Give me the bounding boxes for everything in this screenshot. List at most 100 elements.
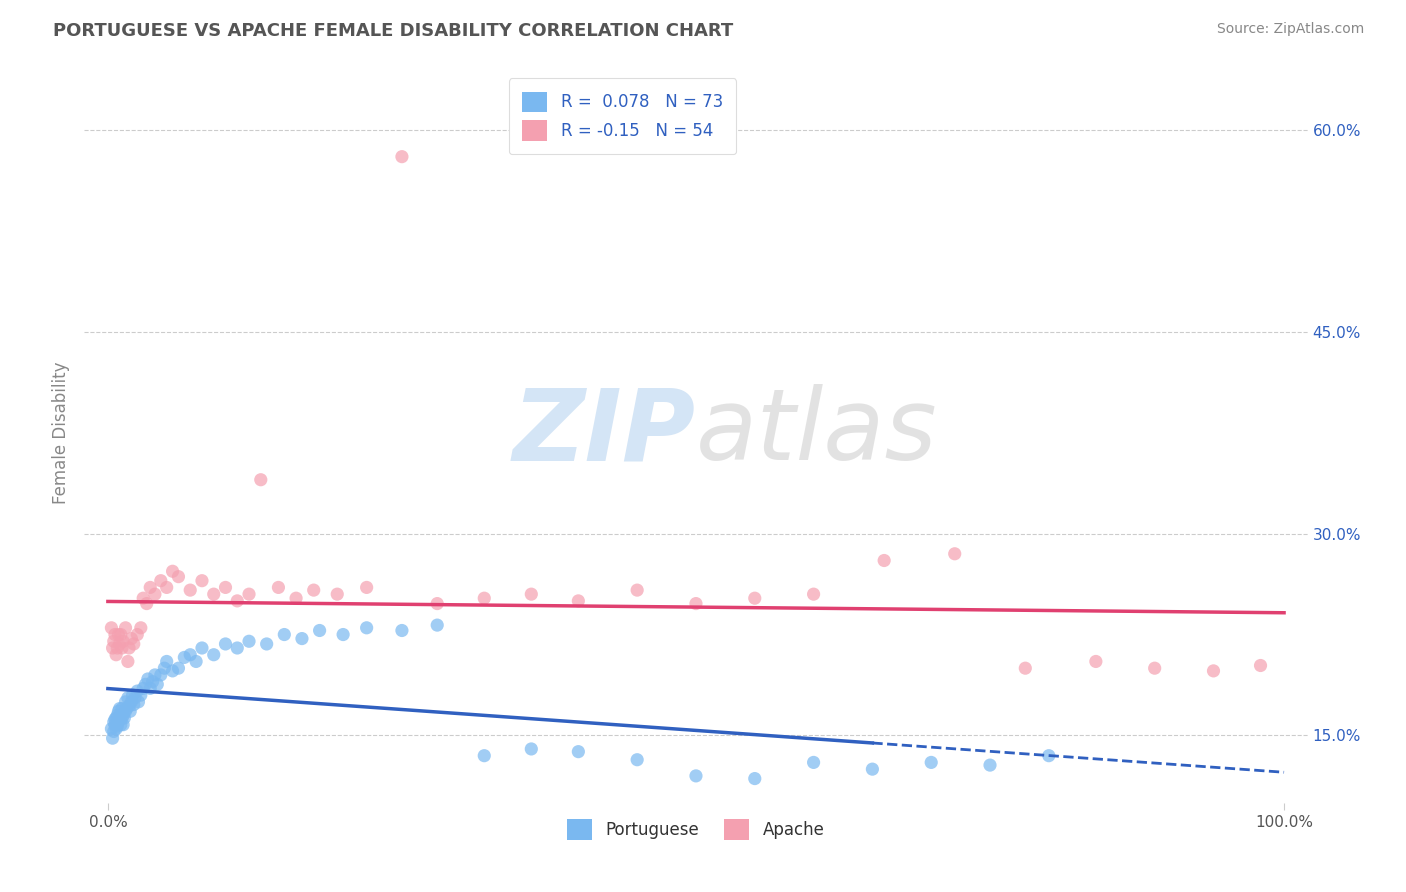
- Point: [202, 587, 225, 601]
- Point: [105, 711, 128, 725]
- Point: [226, 594, 249, 608]
- Point: [139, 581, 162, 595]
- Point: [110, 627, 132, 641]
- Point: [136, 672, 159, 686]
- Point: [120, 632, 142, 646]
- Point: [112, 717, 135, 731]
- Point: [472, 591, 495, 606]
- Point: [149, 668, 172, 682]
- Point: [111, 711, 134, 725]
- Point: [179, 648, 201, 662]
- Point: [426, 597, 449, 611]
- Point: [103, 714, 125, 729]
- Point: [356, 621, 378, 635]
- Point: [1038, 748, 1060, 763]
- Point: [127, 627, 149, 641]
- Point: [120, 704, 142, 718]
- Point: [943, 547, 966, 561]
- Point: [285, 591, 308, 606]
- Point: [238, 634, 260, 648]
- Point: [105, 640, 128, 655]
- Point: [112, 634, 135, 648]
- Point: [146, 677, 169, 691]
- Point: [101, 640, 124, 655]
- Point: [111, 640, 134, 655]
- Point: [1143, 661, 1166, 675]
- Point: [214, 637, 236, 651]
- Point: [104, 717, 127, 731]
- Point: [143, 587, 166, 601]
- Point: [1014, 661, 1036, 675]
- Point: [391, 150, 413, 164]
- Point: [426, 618, 449, 632]
- Point: [105, 719, 128, 733]
- Point: [127, 684, 149, 698]
- Point: [127, 695, 149, 709]
- Point: [107, 704, 129, 718]
- Point: [100, 621, 122, 635]
- Text: Source: ZipAtlas.com: Source: ZipAtlas.com: [1216, 22, 1364, 37]
- Point: [273, 627, 295, 641]
- Point: [291, 632, 314, 646]
- Point: [143, 668, 166, 682]
- Point: [114, 704, 136, 718]
- Text: ZIP: ZIP: [513, 384, 696, 481]
- Point: [149, 574, 172, 588]
- Point: [803, 587, 825, 601]
- Point: [184, 655, 207, 669]
- Point: [101, 731, 124, 746]
- Point: [108, 712, 131, 726]
- Point: [122, 698, 145, 712]
- Point: [356, 581, 378, 595]
- Point: [100, 722, 122, 736]
- Point: [191, 574, 214, 588]
- Point: [626, 753, 648, 767]
- Point: [332, 627, 354, 641]
- Point: [249, 473, 271, 487]
- Point: [108, 701, 131, 715]
- Point: [107, 714, 129, 729]
- Point: [142, 674, 165, 689]
- Point: [226, 640, 249, 655]
- Point: [135, 597, 157, 611]
- Text: PORTUGUESE VS APACHE FEMALE DISABILITY CORRELATION CHART: PORTUGUESE VS APACHE FEMALE DISABILITY C…: [53, 22, 734, 40]
- Point: [108, 637, 131, 651]
- Point: [112, 711, 135, 725]
- Point: [191, 640, 214, 655]
- Point: [120, 695, 142, 709]
- Point: [1250, 658, 1272, 673]
- Point: [105, 648, 128, 662]
- Point: [520, 742, 543, 756]
- Point: [979, 758, 1001, 772]
- Point: [256, 637, 278, 651]
- Point: [920, 756, 942, 770]
- Point: [744, 591, 766, 606]
- Point: [114, 621, 136, 635]
- Point: [685, 769, 707, 783]
- Point: [214, 581, 236, 595]
- Point: [202, 648, 225, 662]
- Y-axis label: Female Disability: Female Disability: [52, 361, 70, 504]
- Point: [391, 624, 413, 638]
- Point: [167, 661, 190, 675]
- Point: [1202, 664, 1225, 678]
- Point: [114, 695, 136, 709]
- Point: [744, 772, 766, 786]
- Point: [122, 637, 145, 651]
- Point: [162, 564, 184, 578]
- Point: [118, 640, 141, 655]
- Point: [156, 581, 179, 595]
- Point: [132, 681, 155, 696]
- Point: [267, 581, 290, 595]
- Point: [135, 677, 157, 691]
- Point: [112, 708, 135, 723]
- Point: [110, 708, 132, 723]
- Point: [162, 664, 184, 678]
- Point: [167, 569, 190, 583]
- Point: [302, 583, 325, 598]
- Point: [105, 722, 128, 736]
- Point: [860, 762, 883, 776]
- Point: [111, 701, 134, 715]
- Point: [567, 745, 589, 759]
- Point: [132, 591, 155, 606]
